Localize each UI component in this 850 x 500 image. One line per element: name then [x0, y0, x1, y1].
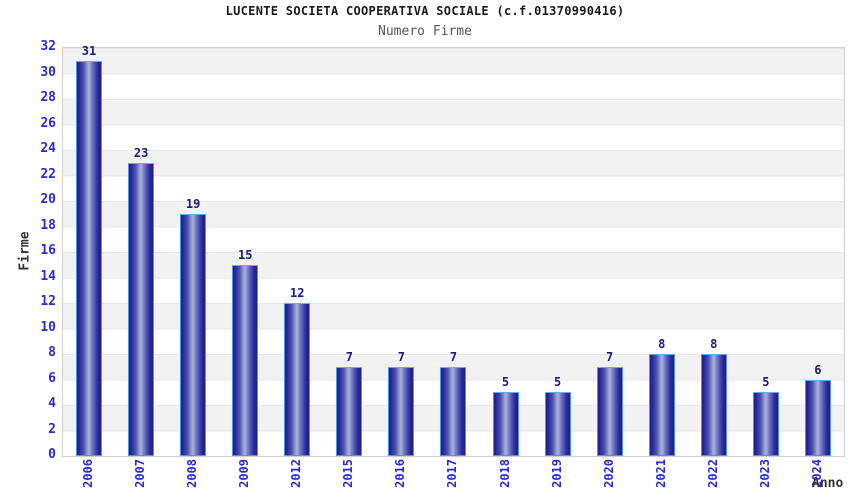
y-tick-label: 32: [40, 39, 56, 54]
x-tick-label: 2007: [133, 459, 148, 488]
bar-slot: 7: [427, 48, 479, 456]
bar-value-label: 6: [814, 362, 822, 377]
x-tick-label: 2006: [81, 459, 96, 488]
bar-2019: [544, 392, 571, 456]
y-tick-label: 6: [48, 370, 56, 386]
bar-2007: [128, 162, 155, 456]
bar-2018: [492, 392, 519, 456]
y-tick-label: 0: [48, 447, 56, 462]
plot-area: 31 23 19 15 12 7 7 7 5 5 7 8 8 5 6: [62, 43, 845, 457]
bar-value-label: 5: [501, 375, 510, 390]
x-tick-slot: 2020: [583, 459, 635, 499]
bar-value-label: 12: [290, 286, 305, 300]
bar-2006: [76, 60, 103, 456]
y-tick-label: 22: [40, 166, 56, 182]
bar-value-label: 7: [345, 349, 353, 364]
x-tick-slot: 2015: [322, 459, 374, 499]
x-tick-label: 2018: [497, 459, 512, 488]
y-tick-label: 18: [40, 217, 56, 233]
bar-value-label: 5: [762, 375, 770, 390]
x-tick-label: 2023: [757, 459, 772, 488]
bar-2008: [180, 213, 207, 456]
bar-slot: 19: [167, 48, 219, 456]
y-tick-label: 16: [40, 243, 56, 258]
bar-value-label: 31: [81, 43, 97, 58]
chart-subtitle: Numero Firme: [378, 24, 472, 39]
bar-2012: [284, 303, 311, 456]
x-tick-label: 2012: [289, 459, 304, 488]
x-tick-label: 2016: [393, 459, 408, 488]
bar-value-label: 7: [449, 349, 458, 364]
y-tick-label: 12: [40, 294, 56, 309]
x-tick-slot: 2021: [635, 459, 687, 499]
bar-2023: [752, 392, 779, 456]
bar-slot: 6: [792, 48, 844, 456]
y-tick-label: 30: [40, 64, 56, 80]
x-tick-slot: 2018: [479, 459, 531, 499]
bar-2016: [388, 366, 415, 456]
bar-slot: 5: [480, 48, 532, 456]
y-tick-label: 28: [40, 90, 56, 105]
bar-2022: [700, 354, 727, 456]
bar-slot: 15: [219, 48, 271, 456]
y-tick-label: 2: [48, 421, 56, 437]
bar-2020: [596, 366, 623, 456]
x-tick-slot: 2017: [426, 459, 478, 499]
x-tick-slot: 2009: [218, 459, 270, 499]
y-tick-label: 4: [48, 396, 56, 411]
x-tick-slot: 2008: [166, 459, 218, 499]
bar-value-label: 8: [710, 337, 718, 351]
bar-slot: 5: [532, 48, 584, 456]
bar-slot: 5: [740, 48, 792, 456]
bar-2015: [336, 366, 363, 456]
x-tick-slot: 2006: [62, 459, 114, 499]
x-tick-label: 2019: [549, 459, 564, 488]
x-tick-slot: 2007: [114, 459, 166, 499]
bar-value-label: 7: [606, 349, 614, 364]
x-tick-label: 2021: [653, 459, 668, 488]
chart-title: LUCENTE SOCIETA COOPERATIVA SOCIALE (c.f…: [225, 4, 625, 18]
bar-value-label: 8: [658, 337, 666, 351]
bar-slot: 7: [375, 48, 427, 456]
bar-2009: [232, 264, 259, 456]
bar-2024: [804, 379, 831, 456]
bars-row: 31 23 19 15 12 7 7 7 5 5 7 8 8 5 6: [63, 43, 844, 456]
bar-slot: 7: [323, 48, 375, 456]
y-tick-label: 24: [40, 141, 56, 156]
x-tick-slot: 2016: [374, 459, 426, 499]
x-tick-label: 2022: [705, 459, 720, 488]
bar-2021: [648, 354, 675, 456]
x-tick-label: 2017: [445, 459, 460, 488]
x-axis-tick-labels: 2006 2007 2008 2009 2012 2015 2016 2017 2018 2019…: [62, 459, 843, 499]
y-tick-label: 14: [40, 268, 56, 284]
bar-slot: 8: [688, 48, 740, 456]
x-tick-slot: 2019: [531, 459, 583, 499]
bar-value-label: 23: [133, 145, 149, 160]
bar-slot: 12: [271, 48, 323, 456]
bar-slot: 8: [636, 48, 688, 456]
x-tick-slot: 2023: [739, 459, 791, 499]
bar-slot: 7: [584, 48, 636, 456]
y-tick-label: 10: [40, 319, 56, 335]
y-axis-tick-labels: 0 2 4 6 8 10 12 14 16 18 20 22 24 26 28 30 32: [0, 0, 56, 500]
y-tick-label: 26: [40, 115, 56, 131]
bar-slot: 31: [63, 43, 115, 456]
x-tick-slot: 2022: [687, 459, 739, 499]
bar-value-label: 7: [397, 349, 406, 364]
x-tick-label: 2008: [185, 459, 200, 488]
bar-value-label: 19: [185, 196, 201, 211]
x-tick-label: 2009: [237, 459, 252, 488]
bar-slot: 23: [115, 48, 167, 456]
bar-2017: [440, 366, 467, 456]
x-tick-slot: 2012: [270, 459, 322, 499]
y-tick-label: 8: [48, 345, 56, 360]
x-axis-title: Anno: [812, 476, 844, 491]
y-tick-label: 20: [40, 192, 56, 207]
bar-value-label: 15: [237, 247, 253, 262]
x-tick-label: 2015: [341, 459, 356, 488]
x-tick-label: 2020: [601, 459, 616, 488]
bar-value-label: 5: [553, 375, 562, 390]
